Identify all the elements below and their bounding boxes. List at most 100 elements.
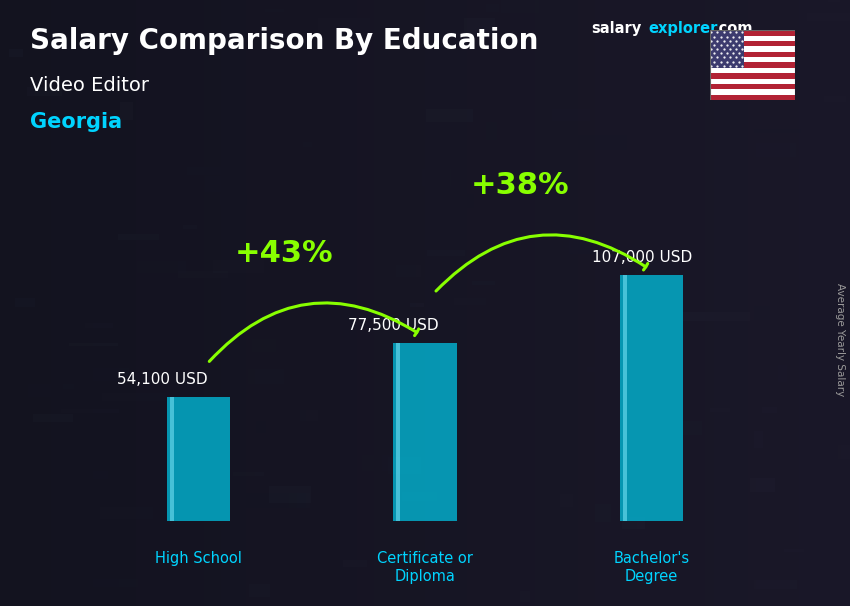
Bar [394,343,456,521]
Text: 107,000 USD: 107,000 USD [592,250,693,265]
Bar [622,517,645,528]
Bar [212,260,264,273]
Bar [710,30,744,68]
Bar [754,306,770,320]
Bar [541,109,590,121]
Bar [319,18,371,30]
Bar [99,507,153,519]
Bar [710,79,795,84]
Bar [422,169,451,186]
Bar [472,281,495,285]
Bar [620,275,683,521]
Bar [762,407,777,413]
Bar [751,478,775,491]
Bar [683,312,750,321]
Text: Video Editor: Video Editor [30,76,149,95]
Bar [63,373,78,389]
Bar [118,234,159,240]
Bar [249,584,269,598]
Bar [754,431,763,448]
Text: +43%: +43% [235,239,334,267]
Bar [205,176,250,192]
Bar [520,591,530,602]
Bar [710,89,795,95]
Bar [569,237,599,254]
Bar [220,193,247,204]
Bar [710,84,795,89]
Bar [187,167,244,175]
Bar [137,261,186,273]
Bar [264,9,284,12]
Bar [710,408,729,411]
Bar [362,454,394,471]
Text: Average Yearly Salary: Average Yearly Salary [835,283,845,396]
Bar [572,135,627,150]
Text: 77,500 USD: 77,500 USD [348,318,439,333]
Bar [710,47,795,52]
Bar [807,13,850,21]
Bar [427,108,473,122]
Bar [300,410,318,421]
Bar [85,322,113,328]
Bar [402,492,437,501]
Bar [246,493,310,508]
Bar [824,96,846,102]
Bar [595,504,611,522]
Bar [745,144,796,157]
Bar [676,438,711,442]
Bar [464,18,496,36]
Bar [102,393,167,401]
Bar [754,129,801,133]
Bar [81,368,129,381]
Bar [28,384,74,397]
Bar [710,73,795,79]
Text: Salary Comparison By Education: Salary Comparison By Education [30,27,538,55]
Bar [411,303,423,307]
Text: Certificate or
Diploma: Certificate or Diploma [377,551,473,584]
Bar [683,421,702,435]
Bar [26,87,62,96]
Bar [587,367,652,371]
Text: Georgia: Georgia [30,112,122,132]
Text: +38%: +38% [471,171,570,200]
Bar [15,298,35,307]
Bar [502,0,539,13]
Bar [828,0,840,2]
Bar [486,122,497,140]
Bar [710,52,795,57]
Bar [33,415,73,422]
Bar [170,397,173,521]
Bar [269,486,311,504]
Bar [778,365,787,382]
Bar [836,310,850,323]
Text: 54,100 USD: 54,100 USD [116,372,207,387]
Bar [92,579,138,587]
Bar [60,409,119,413]
Bar [252,339,275,351]
Bar [635,261,678,279]
Bar [60,471,108,479]
Bar [838,445,850,459]
Bar [343,560,367,567]
Bar [486,4,500,12]
Bar [710,95,795,100]
Text: .com: .com [713,21,752,36]
Bar [710,36,795,41]
Bar [167,397,230,521]
Bar [233,472,264,476]
Text: explorer: explorer [649,21,718,36]
Bar [201,437,212,451]
Bar [396,265,422,277]
Bar [248,369,284,384]
Bar [69,342,118,347]
Bar [120,102,133,120]
Bar [710,68,795,73]
Bar [784,548,804,553]
Bar [454,298,486,305]
Bar [178,271,228,278]
Bar [559,253,573,262]
Text: Bachelor's
Degree: Bachelor's Degree [614,551,689,584]
Bar [710,57,795,62]
Bar [388,457,422,474]
Bar [560,494,573,507]
